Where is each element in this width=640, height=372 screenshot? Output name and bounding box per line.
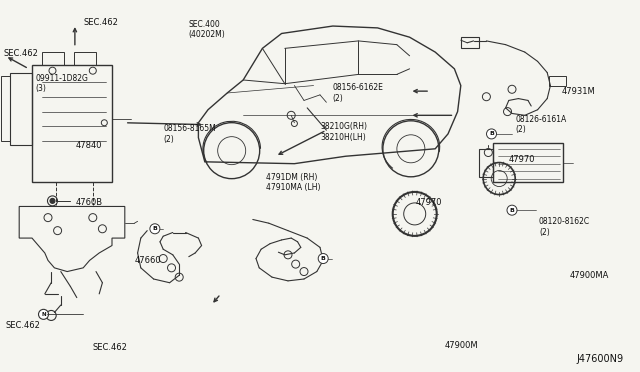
- Text: 47970: 47970: [416, 198, 442, 207]
- Bar: [549, 76, 566, 86]
- Text: 47970: 47970: [509, 155, 535, 164]
- Text: SEC.462: SEC.462: [5, 321, 40, 330]
- Text: 47900MA: 47900MA: [570, 271, 609, 280]
- Bar: [493, 143, 563, 182]
- Text: 08120-8162C
(2): 08120-8162C (2): [539, 217, 590, 237]
- Text: 38210G(RH)
38210H(LH): 38210G(RH) 38210H(LH): [320, 122, 367, 142]
- Circle shape: [150, 224, 160, 234]
- Text: 47660: 47660: [134, 256, 161, 265]
- Text: 08126-6161A
(2): 08126-6161A (2): [515, 115, 566, 134]
- Text: 47900M: 47900M: [445, 341, 479, 350]
- Text: 4791DM (RH)
47910MA (LH): 4791DM (RH) 47910MA (LH): [266, 173, 320, 192]
- Circle shape: [50, 198, 55, 203]
- Circle shape: [507, 205, 517, 215]
- Text: 47931M: 47931M: [562, 87, 596, 96]
- Text: 4760B: 4760B: [76, 198, 102, 207]
- Text: N: N: [41, 312, 46, 317]
- Text: SEC.462: SEC.462: [3, 49, 38, 58]
- Text: SEC.462: SEC.462: [93, 343, 127, 352]
- Circle shape: [318, 254, 328, 263]
- Bar: [461, 37, 479, 48]
- Text: B: B: [152, 226, 157, 231]
- Text: 47840: 47840: [76, 141, 102, 150]
- Text: 09911-1D82G
(3): 09911-1D82G (3): [35, 74, 88, 93]
- Text: SEC.400
(40202M): SEC.400 (40202M): [189, 20, 225, 39]
- Circle shape: [486, 129, 497, 139]
- Circle shape: [38, 310, 49, 319]
- Text: SEC.462: SEC.462: [83, 18, 118, 27]
- Text: B: B: [509, 208, 515, 213]
- Text: J47600N9: J47600N9: [577, 354, 624, 364]
- Text: B: B: [321, 256, 326, 261]
- Text: 08156-6162E
(2): 08156-6162E (2): [333, 83, 383, 103]
- Text: 08156-8165M
(2): 08156-8165M (2): [163, 124, 216, 144]
- Bar: [479, 149, 493, 177]
- Text: B: B: [489, 131, 494, 137]
